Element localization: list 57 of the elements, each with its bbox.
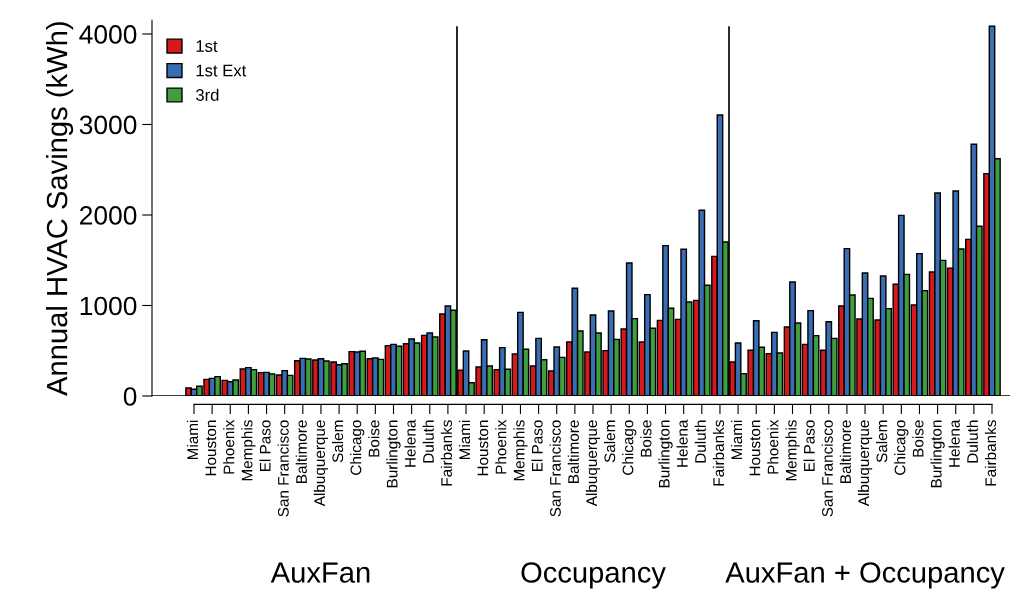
x-tick-label: Memphis <box>513 420 528 481</box>
legend-label: 1st Ext <box>196 64 247 77</box>
x-tick-label: Miami <box>730 420 743 460</box>
x-tick-label: Duluth <box>694 420 706 463</box>
x-tick-label: Phoenix <box>223 419 235 474</box>
x-tick-label: Phoenix <box>767 419 779 474</box>
x-tick-label: Chicago <box>622 420 637 475</box>
x-tick-label: Albuquerque <box>313 420 329 507</box>
x-tick-label: Phoenix <box>495 419 507 474</box>
x-tick-label: Chicago <box>894 420 909 475</box>
text: AuxFan <box>270 562 370 583</box>
x-tick-label: Fairbanks <box>984 420 997 486</box>
x-tick-label: Boise <box>368 420 380 457</box>
x-tick-label: El Paso <box>531 420 543 472</box>
x-tick-label: Baltimore <box>839 420 852 483</box>
x-tick-label: San Francisco <box>549 420 561 517</box>
x-tick-label: Helena <box>404 419 416 467</box>
x-tick-label: Duluth <box>422 420 434 463</box>
x-tick-label: Helena <box>676 419 688 467</box>
x-tick-label: Albuquerque <box>585 420 601 507</box>
x-tick-label: Burlington <box>386 420 401 488</box>
x-tick-label: Burlington <box>930 420 945 488</box>
x-tick-label: San Francisco <box>821 420 833 517</box>
x-tick-label: El Paso <box>803 420 815 472</box>
x-tick-label: Memphis <box>785 420 800 481</box>
x-tick-label: Houston <box>749 420 761 476</box>
x-tick-label: Miami <box>186 420 199 460</box>
x-tick-label: Burlington <box>658 420 673 488</box>
x-tick-label: Albuquerque <box>857 420 873 507</box>
x-tick-label: Boise <box>640 420 652 457</box>
x-tick-label: Chicago <box>350 420 365 475</box>
y-axis-title: Annual HVAC Savings (kWh) <box>45 22 74 396</box>
y-tick-label: 1000 <box>80 296 137 316</box>
x-tick-label: Houston <box>477 420 489 476</box>
legend-label: 1st <box>196 40 218 52</box>
x-tick-label: Salem <box>876 420 888 463</box>
x-tick-label: Baltimore <box>295 420 307 483</box>
x-tick-label: Boise <box>912 420 924 457</box>
y-tick-label: 2000 <box>80 206 137 225</box>
x-tick-label: San Francisco <box>277 420 289 517</box>
y-tick-label: 3000 <box>79 115 137 135</box>
text: Occupancy <box>521 562 666 589</box>
x-tick-label: Helena <box>948 419 960 467</box>
x-tick-label: Memphis <box>241 420 256 481</box>
text: AuxFan + Occupancy <box>725 562 1005 589</box>
x-tick-label: Duluth <box>966 420 978 463</box>
x-tick-label: El Paso <box>259 420 271 472</box>
x-tick-label: Baltimore <box>567 420 579 483</box>
x-tick-label: Salem <box>604 420 616 463</box>
x-tick-label: Fairbanks <box>712 420 725 486</box>
x-tick-label: Miami <box>458 420 471 460</box>
x-tick-label: Houston <box>205 420 217 476</box>
y-tick-label: 4000 <box>79 25 137 44</box>
x-tick-label: Fairbanks <box>440 420 453 486</box>
legend-label: 3rd <box>195 88 219 101</box>
y-tick-label: 0 <box>123 387 137 406</box>
x-tick-label: Salem <box>331 420 344 463</box>
